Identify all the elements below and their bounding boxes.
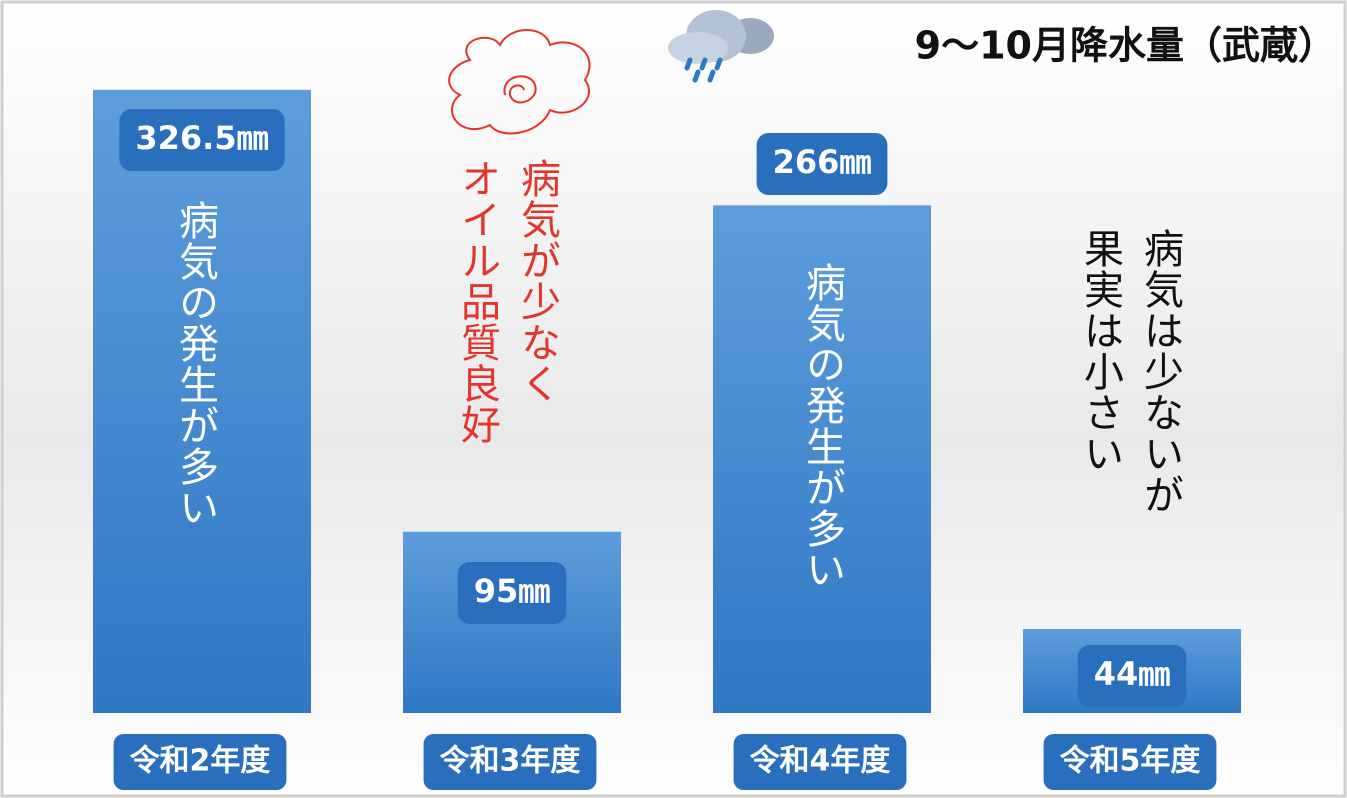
x-tick-label: 令和5年度 [1060, 744, 1201, 779]
value-label-box-group: 266㎜ [757, 133, 888, 195]
annotation: 病気の発生が多い [792, 262, 852, 590]
annotation: 病気が少なくオイル品質良好 [447, 158, 567, 445]
category-box-group: 令和2年度 [114, 734, 287, 790]
annotation: 病気の発生が多い [165, 200, 225, 528]
annotation-line: 病気が少なく [507, 158, 567, 445]
value-label-box-group: 95㎜ [458, 562, 567, 624]
category-box-group: 令和4年度 [734, 734, 907, 790]
chart-title: 9〜10月降水量（武蔵） [915, 24, 1336, 68]
value-label: 44㎜ [1094, 655, 1171, 693]
annotation: 病気は少ないが果実は小さい [1070, 228, 1190, 515]
category-box-group: 令和5年度 [1044, 734, 1217, 790]
category-box-group: 令和3年度 [424, 734, 597, 790]
annotation-line: オイル品質良好 [447, 158, 507, 445]
value-label: 266㎜ [773, 143, 872, 181]
annotation-line: 病気の発生が多い [792, 262, 852, 590]
annotation-line: 病気は少ないが [1130, 228, 1190, 515]
x-tick-label: 令和3年度 [440, 744, 581, 779]
value-label-box-group: 326.5㎜ [119, 109, 284, 171]
x-tick-label: 令和4年度 [750, 744, 891, 779]
annotation-line: 病気の発生が多い [165, 200, 225, 528]
infographic: 9〜10月降水量（武蔵） 326.5㎜令和2年度 95㎜令和3年度 266㎜令和4年… [0, 0, 1347, 798]
value-label-box-group: 44㎜ [1078, 645, 1187, 707]
annotation-line: 果実は小さい [1070, 228, 1130, 515]
value-label: 95㎜ [474, 572, 551, 610]
value-label: 326.5㎜ [135, 119, 268, 157]
x-tick-label: 令和2年度 [130, 744, 271, 779]
